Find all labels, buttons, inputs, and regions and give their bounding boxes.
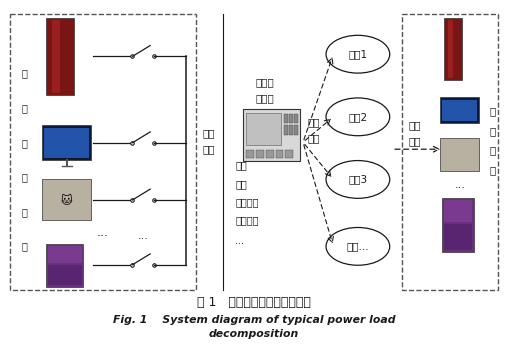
FancyBboxPatch shape	[246, 112, 281, 145]
FancyBboxPatch shape	[444, 17, 462, 80]
Text: 分类...: 分类...	[346, 242, 369, 251]
Ellipse shape	[326, 161, 390, 198]
FancyBboxPatch shape	[42, 179, 91, 220]
FancyBboxPatch shape	[52, 20, 60, 93]
Text: 负: 负	[22, 138, 27, 148]
FancyBboxPatch shape	[294, 126, 298, 135]
Text: 征分析: 征分析	[256, 93, 274, 103]
Text: 分: 分	[490, 145, 496, 155]
FancyBboxPatch shape	[444, 200, 471, 221]
Text: 分类2: 分类2	[348, 112, 367, 122]
FancyBboxPatch shape	[440, 98, 480, 123]
Text: 提取: 提取	[203, 144, 215, 154]
FancyBboxPatch shape	[440, 138, 480, 171]
Text: 家: 家	[22, 69, 27, 79]
Text: 负荷特: 负荷特	[256, 77, 274, 87]
Text: 庭: 庭	[22, 103, 27, 113]
Text: 无功功率: 无功功率	[235, 215, 259, 226]
Text: 解: 解	[490, 165, 496, 175]
FancyBboxPatch shape	[294, 113, 298, 123]
Ellipse shape	[326, 228, 390, 265]
Text: 匹配: 匹配	[408, 137, 421, 147]
Text: 有功功率: 有功功率	[235, 197, 259, 207]
FancyBboxPatch shape	[46, 17, 74, 95]
FancyBboxPatch shape	[246, 150, 254, 158]
FancyBboxPatch shape	[284, 113, 289, 123]
Text: 分类3: 分类3	[348, 175, 367, 185]
Text: 电压: 电压	[235, 160, 247, 170]
Text: 负荷: 负荷	[408, 120, 421, 130]
FancyBboxPatch shape	[243, 109, 300, 161]
Text: Fig. 1    System diagram of typical power load: Fig. 1 System diagram of typical power l…	[113, 315, 395, 325]
FancyBboxPatch shape	[289, 113, 293, 123]
Text: 现: 现	[490, 126, 496, 136]
FancyBboxPatch shape	[256, 150, 264, 158]
Text: 特征: 特征	[203, 128, 215, 138]
FancyBboxPatch shape	[266, 150, 274, 158]
Text: 分类1: 分类1	[348, 49, 367, 59]
FancyBboxPatch shape	[442, 198, 473, 252]
FancyBboxPatch shape	[284, 126, 289, 135]
FancyBboxPatch shape	[42, 126, 91, 160]
Text: ...: ...	[138, 230, 149, 240]
Text: 荷: 荷	[22, 172, 27, 182]
Ellipse shape	[326, 35, 390, 73]
Text: decomposition: decomposition	[209, 329, 299, 339]
Text: ...: ...	[235, 236, 244, 246]
Text: ...: ...	[454, 180, 465, 190]
FancyBboxPatch shape	[448, 20, 453, 78]
Text: 负荷: 负荷	[307, 117, 320, 127]
Text: 图 1   典型用电负荷分解结构图: 图 1 典型用电负荷分解结构图	[197, 296, 311, 309]
Text: 实: 实	[490, 107, 496, 117]
Text: ...: ...	[97, 226, 109, 239]
FancyBboxPatch shape	[444, 224, 471, 249]
FancyBboxPatch shape	[48, 265, 81, 285]
FancyBboxPatch shape	[44, 128, 89, 158]
Text: 电流: 电流	[235, 179, 247, 189]
FancyBboxPatch shape	[48, 246, 81, 263]
FancyBboxPatch shape	[275, 150, 283, 158]
FancyBboxPatch shape	[442, 100, 478, 121]
Ellipse shape	[326, 98, 390, 136]
FancyBboxPatch shape	[289, 126, 293, 135]
FancyBboxPatch shape	[46, 244, 83, 287]
Text: 系: 系	[22, 207, 27, 217]
Text: 分类: 分类	[307, 133, 320, 143]
Text: 🐱: 🐱	[61, 194, 73, 205]
Text: 统: 统	[22, 242, 27, 251]
FancyBboxPatch shape	[285, 150, 293, 158]
